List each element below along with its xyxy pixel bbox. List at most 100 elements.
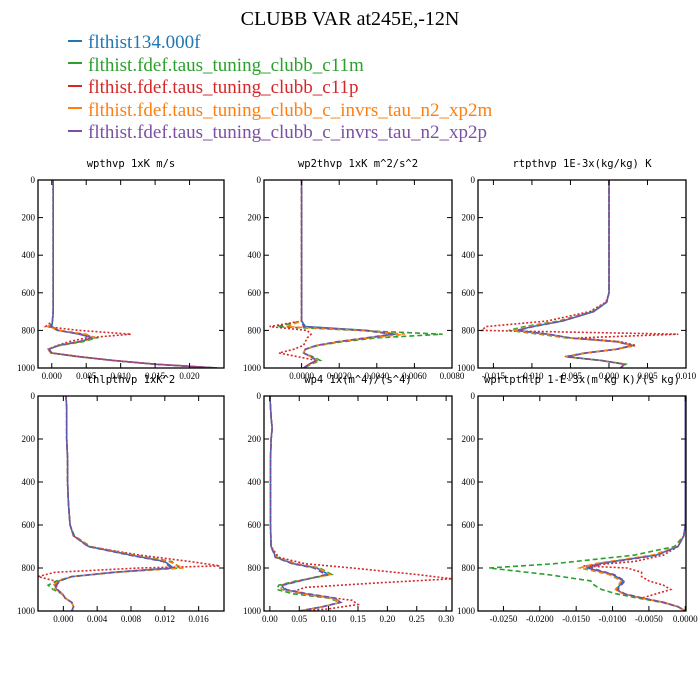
legend-swatch	[68, 39, 82, 42]
x-tick-label: 0.005	[637, 371, 658, 381]
y-tick-label: 400	[248, 477, 262, 487]
series-line	[269, 396, 343, 611]
series-line	[53, 396, 176, 611]
y-tick-label: 800	[462, 563, 476, 573]
series-line	[269, 180, 320, 368]
x-tick-label: 0.25	[409, 614, 425, 624]
x-tick-label: 0.000	[42, 371, 63, 381]
y-tick-label: 1000	[243, 363, 262, 373]
legend-item: flthist.fdef.taus_tuning_clubb_c_invrs_t…	[68, 122, 492, 145]
series-line	[43, 180, 218, 368]
x-tick-label: 0.00	[262, 614, 278, 624]
x-tick-label: 0.000	[599, 371, 620, 381]
y-tick-label: 200	[22, 434, 36, 444]
series-line	[584, 396, 686, 611]
y-tick-label: 200	[462, 434, 476, 444]
panel-frame	[263, 395, 453, 612]
x-tick-label: 0.010	[676, 371, 697, 381]
y-tick-label: 600	[248, 520, 262, 530]
series-line	[588, 396, 686, 611]
legend-label: flthist134.000f	[88, 32, 201, 53]
y-tick-label: 200	[248, 434, 262, 444]
y-tick-label: 400	[462, 250, 476, 260]
y-tick-label: 400	[248, 250, 262, 260]
y-tick-label: 0	[471, 175, 476, 185]
series-line	[269, 396, 343, 611]
x-tick-label: 0.0000	[289, 371, 314, 381]
x-tick-label: 0.000	[53, 614, 74, 624]
profile-panel: rtpthvp 1E-3x(kg/kg) K02004006008001000-…	[457, 158, 697, 381]
y-tick-label: 0	[257, 391, 262, 401]
legend-item: flthist.fdef.taus_tuning_clubb_c11m	[68, 55, 492, 78]
panel-title: wprtpthlp 1-E-3x(m kg K)/(s kg)	[484, 374, 680, 386]
legend-item: flthist.fdef.taus_tuning_clubb_c_invrs_t…	[68, 100, 492, 123]
series-group	[38, 396, 220, 611]
y-tick-label: 1000	[17, 606, 36, 616]
series-group	[269, 180, 443, 368]
x-tick-label: 0.15	[350, 614, 366, 624]
series-line	[488, 396, 686, 611]
profile-panel: thlpthvp 1xK^2 0 200 400 600 800 1000 0.000 0.00…	[17, 374, 225, 624]
y-tick-label: 600	[248, 288, 262, 298]
legend-item: flthist.fdef.taus_tuning_clubb_c11p	[68, 77, 492, 100]
series-group	[480, 180, 679, 368]
y-tick-label: 600	[22, 288, 36, 298]
series-line	[517, 180, 633, 368]
legend-label: flthist.fdef.taus_tuning_clubb_c11m	[88, 54, 364, 76]
panel-frame	[37, 179, 225, 369]
y-tick-label: 0	[471, 391, 476, 401]
panel-title: wpthvp 1xK m/s	[87, 158, 176, 170]
panel-title: thlpthvp 1xK^2	[87, 374, 176, 386]
series-group	[269, 396, 452, 611]
y-tick-label: 0	[31, 175, 36, 185]
x-tick-label: 0.0040	[364, 371, 389, 381]
series-line	[480, 180, 679, 368]
x-tick-label: 0.012	[155, 614, 175, 624]
y-tick-label: 600	[22, 520, 36, 530]
x-tick-label: 0.016	[189, 614, 210, 624]
series-line	[46, 180, 218, 368]
series-group	[488, 396, 686, 611]
legend-swatch	[68, 62, 82, 65]
legend-swatch	[68, 107, 82, 110]
x-tick-label: -0.005	[559, 371, 583, 381]
x-tick-label: 0.0060	[402, 371, 427, 381]
y-tick-label: 200	[22, 213, 36, 223]
series-line	[300, 180, 392, 368]
series-line	[47, 180, 218, 368]
x-tick-label: -0.0050	[635, 614, 663, 624]
y-tick-label: 0	[257, 175, 262, 185]
series-line	[516, 180, 633, 368]
legend-label: flthist.fdef.taus_tuning_clubb_c_invrs_t…	[88, 99, 493, 121]
panel-frame	[477, 179, 687, 369]
x-tick-label: 0.008	[121, 614, 142, 624]
x-tick-label: 0.30	[438, 614, 454, 624]
y-tick-label: 400	[462, 477, 476, 487]
y-tick-label: 1000	[457, 606, 476, 616]
y-tick-label: 600	[462, 288, 476, 298]
x-tick-label: -0.0250	[490, 614, 518, 624]
x-tick-label: 0.0000	[673, 614, 698, 624]
legend-item: flthist134.000f	[68, 32, 492, 55]
panel-frame	[263, 179, 453, 369]
legend-label: flthist.fdef.taus_tuning_clubb_c_invrs_t…	[88, 122, 487, 143]
profile-panel: wpthvp 1xK m/s 0 200 400 600 800 1000 0.000 0.00…	[17, 158, 225, 381]
x-tick-label: -0.010	[520, 371, 544, 381]
y-tick-label: 800	[22, 563, 36, 573]
y-tick-label: 1000	[457, 363, 476, 373]
series-line	[46, 180, 218, 368]
y-tick-label: 600	[462, 520, 476, 530]
y-tick-label: 800	[248, 325, 262, 335]
panel-frame	[477, 395, 687, 612]
series-line	[286, 180, 406, 368]
x-tick-label: 0.10	[321, 614, 337, 624]
x-tick-label: 0.20	[380, 614, 396, 624]
series-line	[576, 396, 686, 611]
x-tick-label: 0.015	[145, 371, 166, 381]
series-line	[508, 180, 634, 368]
x-tick-label: 0.0080	[440, 371, 465, 381]
panel-title: wp2thvp 1xK m^2/s^2	[298, 158, 418, 170]
series-group	[43, 180, 218, 368]
legend-swatch	[68, 84, 82, 87]
